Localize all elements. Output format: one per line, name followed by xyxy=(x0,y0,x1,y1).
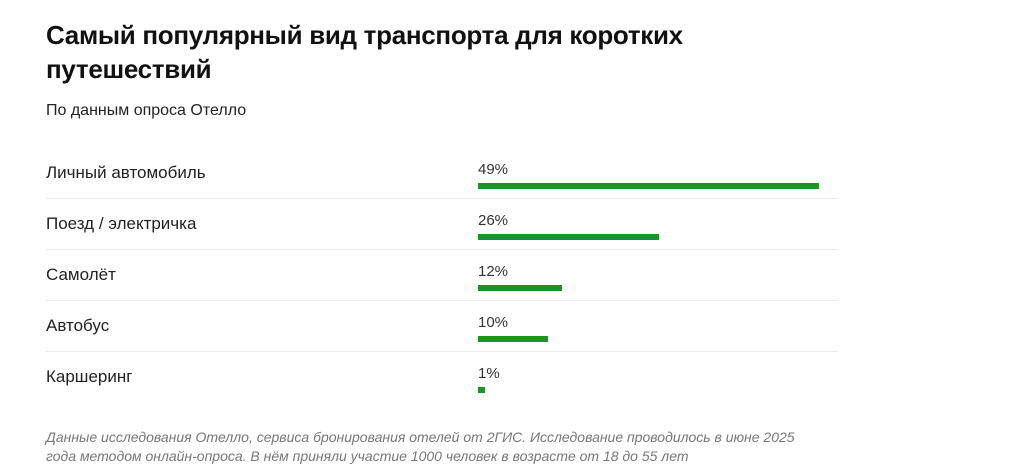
value-label: 49% xyxy=(478,161,509,178)
value-label: 12% xyxy=(478,263,509,280)
category-label: Личный автомобиль xyxy=(46,163,206,182)
bar-row: Личный автомобиль 49% xyxy=(46,148,838,199)
bar xyxy=(478,183,819,189)
value-label: 10% xyxy=(478,314,509,331)
chart-title: Самый популярный вид транспорта для коро… xyxy=(46,20,683,84)
bar-row: Самолёт 12% xyxy=(46,250,838,301)
category-label: Самолёт xyxy=(46,265,116,284)
bar xyxy=(478,336,548,342)
bar xyxy=(478,387,485,393)
bar-rows: Личный автомобиль 49% Поезд / электричка 26… xyxy=(46,148,838,402)
value-label: 26% xyxy=(478,212,509,229)
category-label: Автобус xyxy=(46,316,110,335)
bar xyxy=(478,234,659,240)
value-label: 1% xyxy=(478,365,500,382)
chart-subtitle: По данным опроса Отелло xyxy=(46,102,247,119)
category-label: Поезд / электричка xyxy=(46,214,197,233)
footnote: Данные исследования Отелло, сервиса брон… xyxy=(46,429,795,464)
bar-row: Каршеринг 1% xyxy=(46,352,838,402)
bar-row: Поезд / электричка 26% xyxy=(46,199,838,250)
category-label: Каршеринг xyxy=(46,367,133,386)
bar xyxy=(478,285,562,291)
bar-row: Автобус 10% xyxy=(46,301,838,352)
